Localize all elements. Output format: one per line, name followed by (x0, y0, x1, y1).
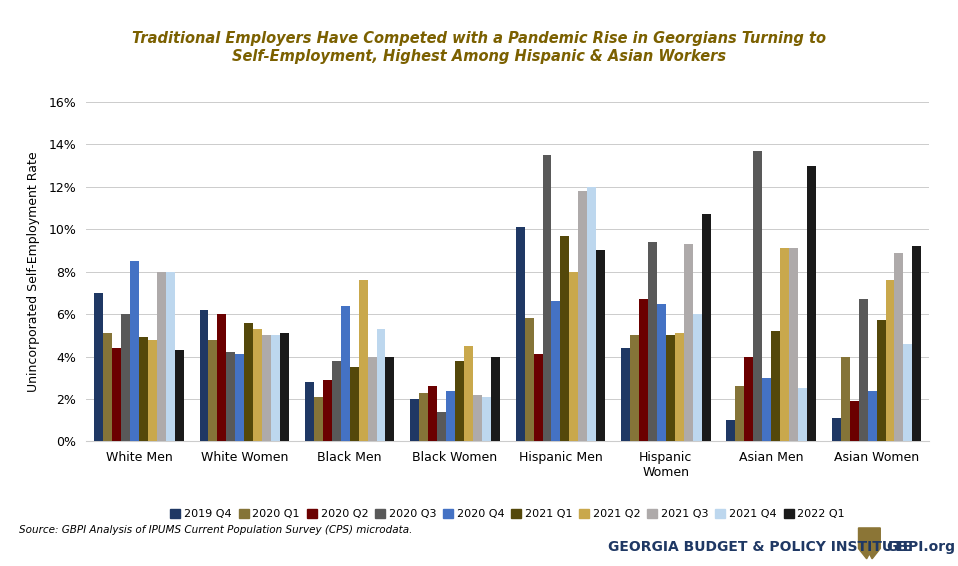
Bar (726, 420, 736, 441)
Bar (648, 242, 657, 441)
Bar (771, 331, 780, 441)
Bar (569, 272, 579, 441)
Bar (780, 248, 789, 441)
Y-axis label: Unincorporated Self-Employment Rate: Unincorporated Self-Employment Rate (27, 151, 40, 392)
Bar (789, 248, 798, 441)
Bar (736, 387, 744, 441)
Bar (368, 357, 376, 441)
Bar (666, 335, 674, 441)
Bar (236, 354, 244, 441)
Bar (199, 310, 209, 441)
Bar (534, 354, 542, 441)
Bar (542, 155, 552, 441)
Bar (130, 261, 139, 441)
Bar (596, 250, 605, 441)
Bar (420, 393, 428, 441)
Bar (446, 391, 455, 441)
Bar (674, 333, 684, 441)
Bar (841, 357, 850, 441)
Bar (657, 303, 666, 441)
Bar (858, 299, 868, 441)
Bar (385, 357, 395, 441)
Bar (579, 191, 587, 441)
Bar (912, 246, 922, 441)
Bar (630, 335, 639, 441)
Bar (701, 215, 711, 441)
Bar (350, 367, 358, 441)
Bar (868, 391, 877, 441)
Bar (587, 187, 596, 441)
Bar (455, 361, 464, 441)
Bar (148, 340, 157, 441)
Bar (174, 350, 184, 441)
Bar (490, 357, 500, 441)
Bar (331, 361, 341, 441)
Bar (639, 299, 648, 441)
Bar (410, 399, 420, 441)
Bar (376, 329, 385, 441)
Bar (850, 401, 858, 441)
Legend: 2019 Q4, 2020 Q1, 2020 Q2, 2020 Q3, 2020 Q4, 2021 Q1, 2021 Q2, 2021 Q3, 2021 Q4,: 2019 Q4, 2020 Q1, 2020 Q2, 2020 Q3, 2020… (166, 505, 850, 524)
Bar (428, 387, 437, 441)
Text: GEORGIA BUDGET & POLICY INSTITUTE: GEORGIA BUDGET & POLICY INSTITUTE (608, 539, 913, 554)
Bar (323, 380, 331, 441)
Bar (621, 348, 630, 441)
Bar (895, 252, 903, 441)
Bar (515, 227, 525, 441)
Bar (684, 244, 693, 441)
Bar (693, 314, 701, 441)
Bar (744, 357, 753, 441)
Bar (560, 235, 569, 441)
Text: GBPI.org: GBPI.org (886, 539, 955, 554)
Bar (798, 388, 807, 441)
Bar (305, 382, 314, 441)
Polygon shape (858, 528, 880, 559)
Bar (753, 151, 763, 441)
Bar (209, 340, 217, 441)
Bar (157, 272, 166, 441)
Bar (341, 306, 350, 441)
Bar (139, 337, 148, 441)
Bar (832, 418, 841, 441)
Bar (437, 412, 446, 441)
Bar (94, 293, 103, 441)
Bar (280, 333, 289, 441)
Bar (807, 165, 816, 441)
Bar (903, 344, 912, 441)
Text: Traditional Employers Have Competed with a Pandemic Rise in Georgians Turning to: Traditional Employers Have Competed with… (132, 31, 826, 63)
Bar (314, 397, 323, 441)
Bar (877, 320, 885, 441)
Bar (358, 280, 368, 441)
Bar (103, 333, 112, 441)
Bar (473, 395, 482, 441)
Text: Source: GBPI Analysis of IPUMS Current Population Survey (CPS) microdata.: Source: GBPI Analysis of IPUMS Current P… (19, 525, 413, 535)
Bar (464, 346, 473, 441)
Bar (271, 335, 280, 441)
Bar (525, 318, 534, 441)
Bar (217, 314, 226, 441)
Bar (112, 348, 121, 441)
Bar (262, 335, 271, 441)
Bar (253, 329, 262, 441)
Bar (552, 301, 560, 441)
Bar (226, 352, 236, 441)
Bar (482, 397, 490, 441)
Bar (244, 323, 253, 441)
Bar (885, 280, 895, 441)
Bar (763, 378, 771, 441)
Bar (121, 314, 130, 441)
Bar (166, 272, 174, 441)
